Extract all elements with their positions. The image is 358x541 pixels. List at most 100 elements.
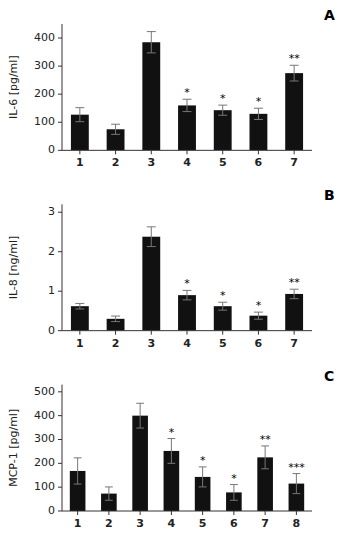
y-tick [58, 150, 62, 151]
y-axis-label: IL-8 [ng/ml] [7, 236, 20, 300]
error-cap [261, 468, 269, 469]
error-line [294, 289, 295, 298]
x-tick [202, 511, 203, 515]
significance-label: * [184, 277, 190, 290]
bar [250, 114, 268, 150]
error-bar [230, 485, 238, 501]
marks [70, 403, 304, 511]
error-bar [74, 458, 82, 484]
error-bar [218, 302, 227, 310]
error-line [151, 227, 152, 247]
error-line [151, 32, 152, 53]
y-tick-label: 0 [48, 504, 55, 517]
bar [71, 306, 89, 330]
x-tick [296, 511, 297, 515]
bar [142, 42, 160, 150]
x-tick-label: 1 [76, 337, 84, 350]
x-tick-label: 7 [261, 517, 269, 530]
y-tick-label: 100 [34, 480, 55, 493]
y-tick [58, 330, 62, 331]
significance-label: * [220, 289, 226, 302]
error-cap [111, 134, 120, 135]
error-line [222, 302, 223, 310]
significance-label: * [256, 95, 262, 108]
error-cap [111, 316, 120, 317]
x-tick-label: 2 [105, 517, 113, 530]
error-bar [105, 487, 113, 500]
error-cap [105, 500, 113, 501]
panel-label: B [324, 187, 335, 203]
error-bar [136, 403, 144, 428]
significance-label: * [169, 426, 175, 439]
error-bar [147, 32, 156, 53]
error-bar [147, 227, 156, 247]
y-tick [58, 251, 62, 252]
y-tick [58, 415, 62, 416]
significance-label: * [231, 472, 237, 485]
x-tick-label: 6 [255, 156, 263, 169]
error-cap [199, 486, 207, 487]
error-line [294, 65, 295, 81]
error-bar [75, 108, 84, 122]
error-bar [111, 124, 120, 134]
error-line [115, 316, 116, 322]
error-cap [218, 115, 227, 116]
error-cap [254, 319, 263, 320]
x-tick [258, 150, 259, 154]
x-tick [187, 150, 188, 154]
error-cap [218, 310, 227, 311]
error-cap [111, 124, 120, 125]
y-tick [58, 439, 62, 440]
y-tick-label: 0 [48, 143, 55, 156]
y-tick-label: 500 [34, 385, 55, 398]
error-bar [111, 316, 120, 322]
x-tick-label: 2 [112, 156, 120, 169]
x-tick-label: 4 [168, 517, 176, 530]
error-line [171, 439, 172, 464]
y-tick [58, 487, 62, 488]
error-cap [147, 246, 156, 247]
x-tick [294, 331, 295, 335]
y-tick-label: 2 [48, 245, 55, 258]
x-tick [115, 150, 116, 154]
x-tick [233, 511, 234, 515]
y-tick-label: 200 [34, 87, 55, 100]
y-tick [58, 212, 62, 213]
y-tick-label: 3 [48, 205, 55, 218]
error-cap [183, 299, 192, 300]
x-tick [222, 150, 223, 154]
y-axis [62, 204, 63, 330]
error-line [108, 487, 109, 500]
x-tick-label: 5 [219, 337, 227, 350]
y-tick [58, 122, 62, 123]
error-cap [292, 493, 300, 494]
error-line [187, 290, 188, 299]
error-bar [254, 108, 263, 119]
y-tick-label: 400 [34, 409, 55, 422]
panel: 01002003004001234567IL-6 [pg/ml]A***** [7, 7, 335, 169]
error-bar [183, 290, 192, 299]
error-bar [167, 439, 175, 464]
bar [285, 294, 303, 331]
error-bar [292, 474, 300, 494]
x-tick [258, 331, 259, 335]
error-cap [111, 321, 120, 322]
x-tick [77, 511, 78, 515]
error-cap [74, 457, 82, 458]
x-tick-label: 5 [199, 517, 207, 530]
x-tick [151, 150, 152, 154]
error-cap [75, 308, 84, 309]
y-tick [58, 463, 62, 464]
error-bar [290, 289, 299, 298]
y-axis-label: IL-6 [pg/ml] [7, 55, 20, 119]
y-tick-label: 1 [48, 284, 55, 297]
panel-label: A [324, 7, 335, 23]
x-tick-label: 5 [219, 156, 227, 169]
error-line [258, 108, 259, 119]
error-line [187, 99, 188, 111]
y-tick-label: 100 [34, 115, 55, 128]
y-tick-label: 200 [34, 456, 55, 469]
x-tick-label: 3 [147, 156, 155, 169]
y-tick [58, 94, 62, 95]
x-tick-label: 4 [183, 337, 191, 350]
